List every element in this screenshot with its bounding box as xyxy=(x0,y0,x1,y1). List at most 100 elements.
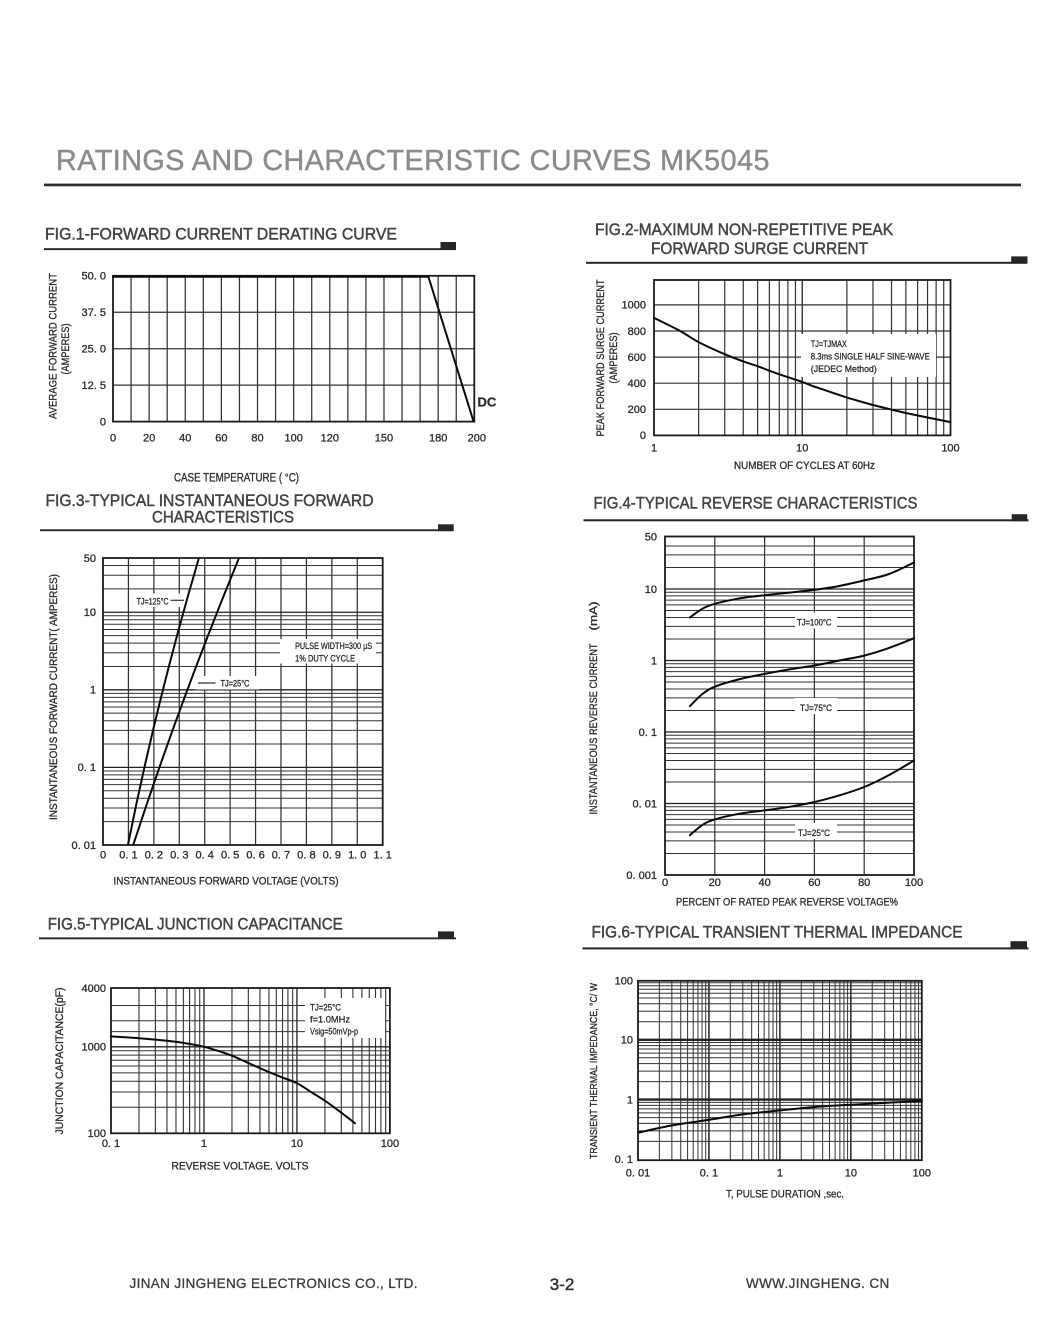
svg-text:FIG.4-TYPICAL REVERSE CHARACTE: FIG.4-TYPICAL REVERSE CHARACTERISTICS xyxy=(594,495,918,513)
svg-text:0. 6: 0. 6 xyxy=(246,850,264,862)
svg-text:Vsig=50mVp-p: Vsig=50mVp-p xyxy=(310,1027,358,1038)
svg-text:100: 100 xyxy=(905,877,923,889)
svg-text:0. 001: 0. 001 xyxy=(626,870,657,882)
svg-text:1: 1 xyxy=(90,685,96,697)
svg-text:FIG.3-TYPICAL INSTANTANEOUS FO: FIG.3-TYPICAL INSTANTANEOUS FORWARD xyxy=(46,492,374,510)
svg-text:TJ=25°C: TJ=25°C xyxy=(221,679,250,690)
svg-text:0. 4: 0. 4 xyxy=(196,850,214,862)
svg-text:600: 600 xyxy=(628,352,646,364)
svg-text:f=1.0MHz: f=1.0MHz xyxy=(310,1015,350,1026)
svg-text:0. 01: 0. 01 xyxy=(626,1168,650,1180)
svg-text:10: 10 xyxy=(645,584,657,596)
svg-text:25. 0: 25. 0 xyxy=(82,344,106,356)
svg-text:180: 180 xyxy=(429,433,447,445)
svg-text:8.3ms SINGLE HALF SINE-WAVE: 8.3ms SINGLE HALF SINE-WAVE xyxy=(811,352,930,363)
svg-text:800: 800 xyxy=(628,326,646,338)
svg-text:100: 100 xyxy=(913,1168,931,1180)
svg-text:1: 1 xyxy=(201,1138,207,1150)
svg-text:50: 50 xyxy=(84,553,96,565)
svg-text:TJ=25°C: TJ=25°C xyxy=(310,1003,341,1014)
svg-text:1. 0: 1. 0 xyxy=(348,850,366,862)
svg-text:TJ=125°C: TJ=125°C xyxy=(137,597,169,608)
svg-text:T, PULSE DURATION ,sec.: T, PULSE DURATION ,sec. xyxy=(726,1189,844,1201)
svg-text:0. 1: 0. 1 xyxy=(102,1138,120,1150)
svg-text:10: 10 xyxy=(796,443,808,455)
svg-text:INSTANTANEOUS FORWARD VOLTAGE: INSTANTANEOUS FORWARD VOLTAGE (VOLTS) xyxy=(114,876,339,888)
svg-text:0: 0 xyxy=(662,877,668,889)
svg-text:0. 1: 0. 1 xyxy=(78,762,96,774)
svg-text:20: 20 xyxy=(709,877,721,889)
svg-text:1: 1 xyxy=(651,443,657,455)
svg-text:FIG.1-FORWARD CURRENT DERATING: FIG.1-FORWARD CURRENT DERATING CURVE xyxy=(45,226,397,244)
svg-text:50. 0: 50. 0 xyxy=(82,271,106,283)
svg-text:10: 10 xyxy=(845,1168,857,1180)
svg-text:TJ=75°C: TJ=75°C xyxy=(800,703,832,714)
svg-text:100: 100 xyxy=(941,443,959,455)
svg-text:10: 10 xyxy=(621,1035,633,1047)
svg-text:120: 120 xyxy=(321,433,339,445)
svg-text:10: 10 xyxy=(84,607,96,619)
svg-text:0. 3: 0. 3 xyxy=(170,850,188,862)
svg-text:0. 01: 0. 01 xyxy=(633,798,657,810)
svg-text:100: 100 xyxy=(381,1138,399,1150)
svg-text:JUNCTION CAPACITANCE(pF): JUNCTION CAPACITANCE(pF) xyxy=(54,988,66,1135)
svg-text:FIG.6-TYPICAL TRANSIENT THERMA: FIG.6-TYPICAL TRANSIENT THERMAL IMPEDANC… xyxy=(592,924,963,942)
svg-text:100: 100 xyxy=(284,433,302,445)
svg-text:PERCENT OF RATED PEAK REVERSE: PERCENT OF RATED PEAK REVERSE VOLTAGE% xyxy=(676,897,898,909)
svg-text:100: 100 xyxy=(615,976,633,988)
svg-text:0. 1: 0. 1 xyxy=(639,727,657,739)
svg-text:INSTANTANEOUS FORWARD CURRENT(: INSTANTANEOUS FORWARD CURRENT( AMPERES) xyxy=(48,574,60,820)
svg-text:0: 0 xyxy=(110,433,116,445)
svg-text:0. 5: 0. 5 xyxy=(221,850,239,862)
svg-text:WWW.JINGHENG. CN: WWW.JINGHENG. CN xyxy=(746,1276,890,1291)
svg-text:0: 0 xyxy=(100,850,106,862)
svg-text:1: 1 xyxy=(651,655,657,667)
svg-text:0. 1: 0. 1 xyxy=(119,850,137,862)
svg-text:40: 40 xyxy=(758,877,770,889)
svg-text:80: 80 xyxy=(858,877,870,889)
svg-text:TJ=TJMAX: TJ=TJMAX xyxy=(811,339,847,350)
svg-text:TJ=100°C: TJ=100°C xyxy=(797,618,832,629)
svg-text:(JEDEC Method): (JEDEC Method) xyxy=(811,364,877,375)
svg-text:1000: 1000 xyxy=(82,1042,106,1054)
svg-text:(AMPERES): (AMPERES) xyxy=(608,333,620,384)
svg-text:60: 60 xyxy=(808,877,820,889)
svg-text:0: 0 xyxy=(640,430,646,442)
svg-text:0. 8: 0. 8 xyxy=(297,850,315,862)
svg-text:AVERAGE FORWARD CURRENT: AVERAGE FORWARD CURRENT xyxy=(48,273,60,419)
svg-text:1: 1 xyxy=(627,1094,633,1106)
svg-text:RATINGS AND CHARACTERISTIC CUR: RATINGS AND CHARACTERISTIC CURVES MK5045 xyxy=(56,145,770,177)
svg-text:0. 9: 0. 9 xyxy=(323,850,341,862)
svg-text:0. 2: 0. 2 xyxy=(145,850,163,862)
svg-text:37. 5: 37. 5 xyxy=(82,307,106,319)
svg-text:INSTANTANEOUS REVERSE CURRENT: INSTANTANEOUS REVERSE CURRENT xyxy=(588,643,600,814)
svg-text:REVERSE VOLTAGE. VOLTS: REVERSE VOLTAGE. VOLTS xyxy=(172,1161,309,1173)
svg-text:0. 1: 0. 1 xyxy=(700,1168,718,1180)
svg-text:150: 150 xyxy=(375,433,393,445)
svg-text:1: 1 xyxy=(777,1168,783,1180)
svg-text:40: 40 xyxy=(179,433,191,445)
svg-text:PEAK FORWARD SURGE CURRENT: PEAK FORWARD SURGE CURRENT xyxy=(595,279,607,436)
svg-text:200: 200 xyxy=(468,433,486,445)
svg-text:1. 1: 1. 1 xyxy=(374,850,392,862)
svg-text:20: 20 xyxy=(143,433,155,445)
svg-text:200: 200 xyxy=(628,404,646,416)
svg-text:PULSE WIDTH=300 µS: PULSE WIDTH=300 µS xyxy=(295,641,372,652)
svg-text:4000: 4000 xyxy=(82,983,106,995)
svg-text:100: 100 xyxy=(88,1128,106,1140)
svg-text:10: 10 xyxy=(291,1138,303,1150)
svg-text:CHARACTERISTICS: CHARACTERISTICS xyxy=(152,509,294,527)
svg-text:TRANSIENT THERMAL IMPEDANCE,: TRANSIENT THERMAL IMPEDANCE, °C/ W xyxy=(588,983,600,1159)
svg-text:1% DUTY CYCLE: 1% DUTY CYCLE xyxy=(295,654,355,665)
svg-text:CASE TEMPERATURE ( °C): CASE TEMPERATURE ( °C) xyxy=(174,473,299,485)
svg-text:JINAN JINGHENG ELECTRONICS CO: JINAN JINGHENG ELECTRONICS CO., LTD. xyxy=(130,1276,418,1291)
svg-text:DC: DC xyxy=(478,395,497,410)
svg-text:(mA): (mA) xyxy=(588,602,600,631)
svg-text:12. 5: 12. 5 xyxy=(82,380,106,392)
svg-text:FIG.5-TYPICAL JUNCTION CAPACIT: FIG.5-TYPICAL JUNCTION CAPACITANCE xyxy=(48,916,343,934)
svg-text:0. 7: 0. 7 xyxy=(272,850,290,862)
svg-text:60: 60 xyxy=(215,433,227,445)
svg-text:80: 80 xyxy=(251,433,263,445)
svg-text:0. 01: 0. 01 xyxy=(72,840,96,852)
svg-text:(AMPERES): (AMPERES) xyxy=(60,324,72,375)
